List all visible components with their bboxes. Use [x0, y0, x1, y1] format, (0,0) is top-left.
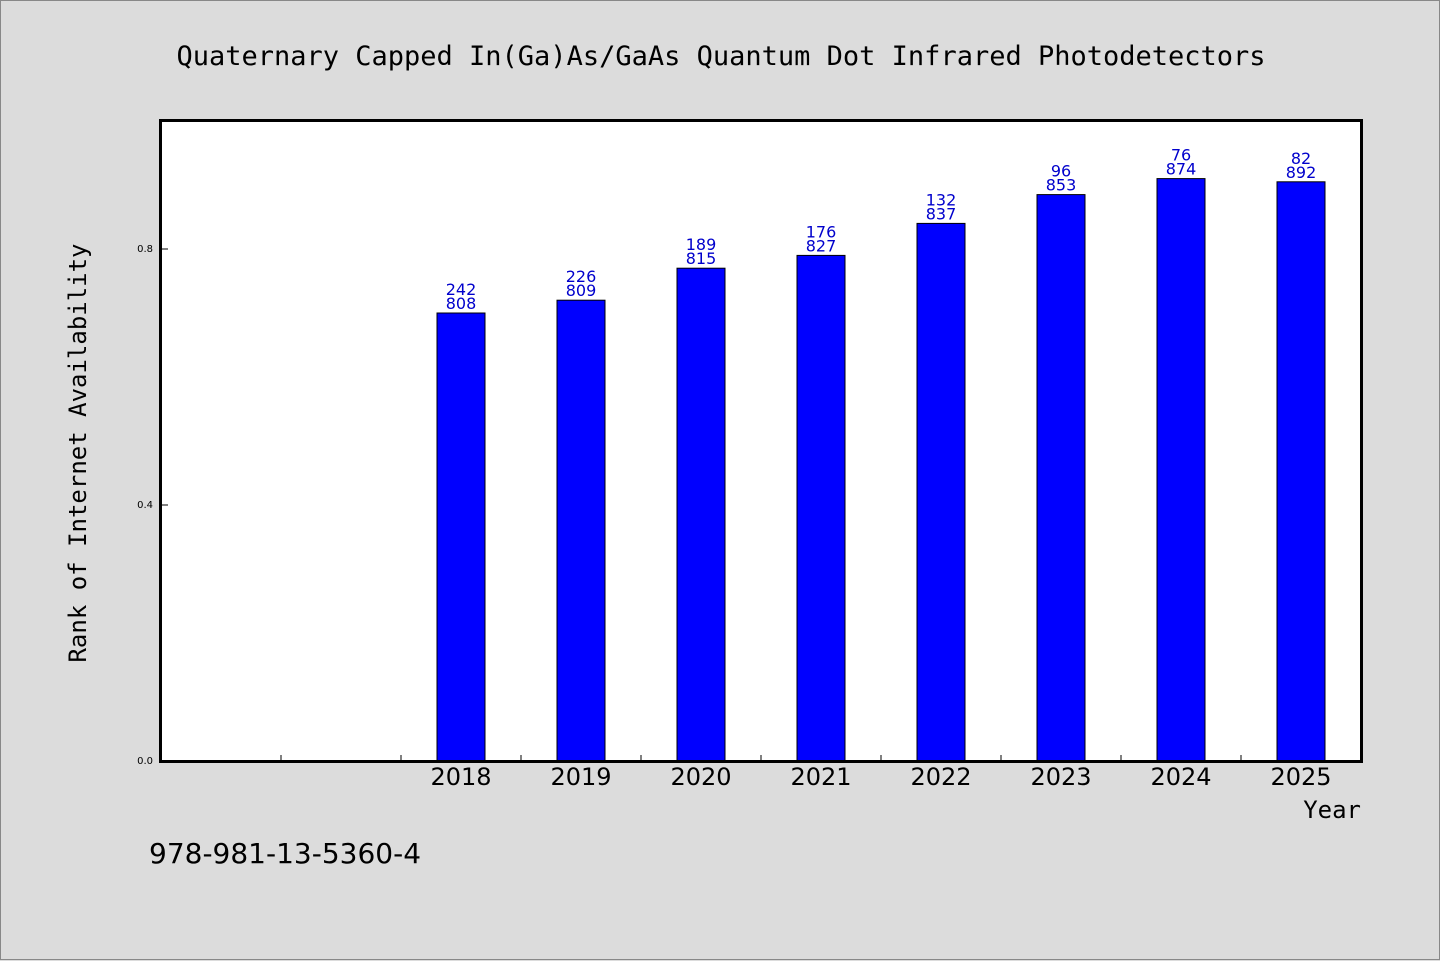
x-tick-label: 2022 — [910, 763, 971, 791]
bar-rank-label: 176 — [806, 222, 837, 241]
x-tick-label: 2019 — [550, 763, 611, 791]
chart-title: Quaternary Capped In(Ga)As/GaAs Quantum … — [176, 41, 1265, 72]
x-tick-label: 2021 — [790, 763, 851, 791]
bar-value-label: 837 — [926, 204, 957, 223]
bar-value-label: 815 — [686, 249, 717, 268]
bar — [1036, 194, 1086, 762]
y-tick-label: 0.0 — [137, 756, 153, 767]
bar — [556, 299, 606, 762]
bar — [1276, 181, 1326, 762]
bar-rank-label: 242 — [446, 280, 477, 299]
y-tick-label: 0.4 — [137, 500, 153, 511]
bar-value-label: 874 — [1166, 160, 1197, 179]
bar — [796, 254, 846, 762]
x-tick-label: 2024 — [1150, 763, 1211, 791]
x-tick-label: 2020 — [670, 763, 731, 791]
bar-rank-label: 226 — [566, 267, 597, 286]
bar-rank-label: 82 — [1291, 149, 1311, 168]
y-axis-title: Rank of Internet Availability — [64, 243, 92, 662]
x-tick-label: 2025 — [1270, 763, 1331, 791]
bar — [916, 222, 966, 762]
bar-value-label: 892 — [1286, 163, 1317, 182]
bar — [436, 312, 486, 762]
bar — [1156, 178, 1206, 762]
bar-value-label: 809 — [566, 281, 597, 300]
bar-value-label: 827 — [806, 236, 837, 255]
plot-frame — [159, 119, 1363, 763]
bar-value-label: 808 — [446, 294, 477, 313]
isbn-footer: 978-981-13-5360-4 — [149, 837, 421, 870]
bar-rank-label: 132 — [926, 190, 957, 209]
bar-rank-label: 189 — [686, 235, 717, 254]
x-tick-label: 2018 — [430, 763, 491, 791]
y-tick-label: 0.8 — [137, 244, 153, 255]
bar-rank-label: 96 — [1051, 162, 1071, 181]
axis-ticks: 0.0 0.4 0.8 2018 2019 2020 2021 2022 2023 2024 202… — [137, 244, 1331, 791]
bar-value-label: 853 — [1046, 176, 1077, 195]
bar-rank-label: 76 — [1171, 146, 1191, 165]
x-axis-title: Year — [1303, 796, 1361, 824]
x-tick-label: 2023 — [1030, 763, 1091, 791]
bar — [676, 267, 726, 762]
